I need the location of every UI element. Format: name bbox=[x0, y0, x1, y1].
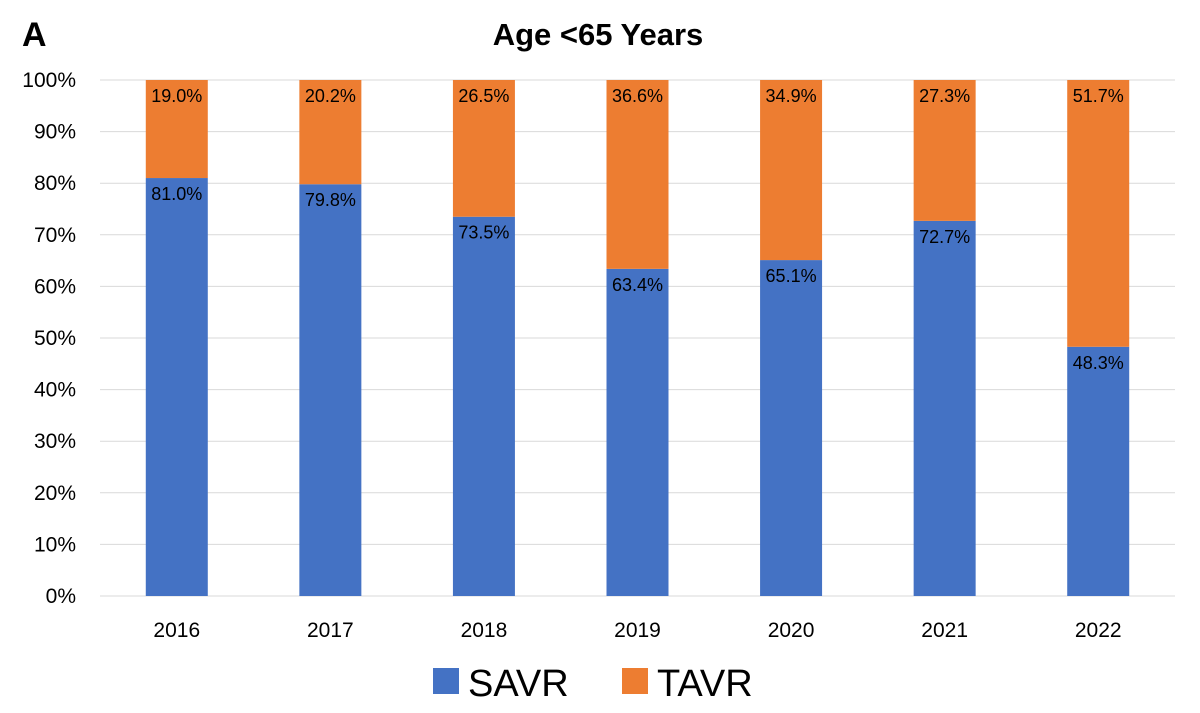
data-label-savr-2021: 72.7% bbox=[919, 227, 970, 247]
bar-tavr-2021 bbox=[913, 80, 976, 221]
x-tick-label: 2017 bbox=[307, 619, 354, 642]
bars bbox=[145, 80, 1130, 597]
x-tick-label: 2018 bbox=[461, 619, 508, 642]
data-label-savr-2018: 73.5% bbox=[458, 223, 509, 243]
x-axis-ticks: 2016 2017 2018 2019 2020 2021 2022 bbox=[153, 619, 1121, 642]
y-tick-label: 90% bbox=[34, 121, 76, 144]
legend-swatch-savr bbox=[433, 668, 459, 694]
data-label-tavr-2018: 26.5% bbox=[458, 86, 509, 106]
bar-tavr-2017 bbox=[299, 80, 362, 185]
data-label-tavr-2022: 51.7% bbox=[1073, 86, 1124, 106]
data-label-tavr-2021: 27.3% bbox=[919, 86, 970, 106]
x-tick-label: 2016 bbox=[153, 619, 200, 642]
data-label-savr-2016: 81.0% bbox=[151, 184, 202, 204]
legend-label-tavr: TAVR bbox=[657, 663, 753, 705]
legend-swatch-tavr bbox=[622, 668, 648, 694]
y-axis-ticks: 0% 10% 20% 30% 40% 50% 60% 70% 80% 90% 100% bbox=[22, 69, 76, 608]
x-tick-label: 2021 bbox=[921, 619, 968, 642]
data-labels: 81.0% 19.0% 79.8% 20.2% 73.5% 26.5% 63.4% 36.6%… bbox=[151, 86, 1123, 373]
y-tick-label: 80% bbox=[34, 172, 76, 195]
bar-savr-2021 bbox=[913, 220, 976, 597]
data-label-savr-2020: 65.1% bbox=[766, 266, 817, 286]
y-tick-label: 60% bbox=[34, 275, 76, 298]
data-label-tavr-2019: 36.6% bbox=[612, 86, 663, 106]
panel-label: A bbox=[22, 16, 47, 54]
data-label-tavr-2016: 19.0% bbox=[151, 86, 202, 106]
y-tick-label: 10% bbox=[34, 533, 76, 556]
x-tick-label: 2019 bbox=[614, 619, 661, 642]
bar-tavr-2020 bbox=[760, 80, 823, 261]
data-label-tavr-2017: 20.2% bbox=[305, 86, 356, 106]
y-tick-label: 30% bbox=[34, 430, 76, 453]
bar-tavr-2022 bbox=[1067, 80, 1130, 347]
bar-savr-2018 bbox=[452, 216, 515, 597]
data-label-savr-2019: 63.4% bbox=[612, 275, 663, 295]
bar-tavr-2019 bbox=[606, 80, 669, 269]
bar-tavr-2018 bbox=[452, 80, 515, 217]
bar-savr-2019 bbox=[606, 268, 669, 596]
y-tick-label: 0% bbox=[46, 585, 76, 608]
y-tick-label: 70% bbox=[34, 224, 76, 247]
y-tick-label: 20% bbox=[34, 482, 76, 505]
data-label-tavr-2020: 34.9% bbox=[766, 86, 817, 106]
x-tick-label: 2022 bbox=[1075, 619, 1122, 642]
bar-savr-2017 bbox=[299, 184, 362, 596]
bar-savr-2016 bbox=[145, 178, 208, 597]
legend-label-savr: SAVR bbox=[468, 663, 569, 705]
y-tick-label: 50% bbox=[34, 327, 76, 350]
bar-tavr-2016 bbox=[145, 80, 208, 179]
x-tick-label: 2020 bbox=[768, 619, 815, 642]
y-tick-label: 100% bbox=[22, 69, 76, 92]
bar-savr-2020 bbox=[760, 260, 823, 596]
chart-title: Age <65 Years bbox=[493, 17, 704, 52]
legend: SAVR TAVR bbox=[433, 663, 753, 705]
data-label-savr-2022: 48.3% bbox=[1073, 353, 1124, 373]
data-label-savr-2017: 79.8% bbox=[305, 190, 356, 210]
y-tick-label: 40% bbox=[34, 379, 76, 402]
bar-savr-2022 bbox=[1067, 346, 1130, 596]
